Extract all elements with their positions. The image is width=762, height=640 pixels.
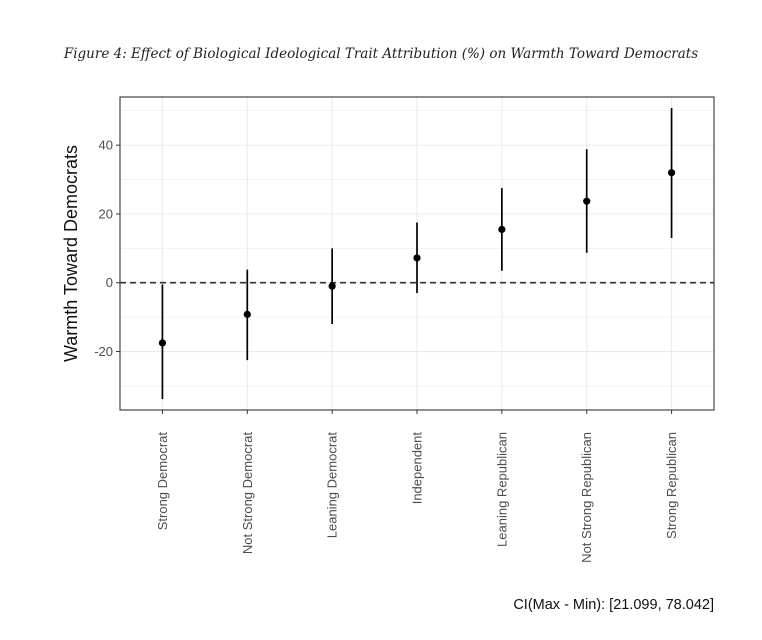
y-axis-label: Warmth Toward Democrats [61, 145, 81, 362]
point-estimate [158, 339, 167, 347]
x-tick-label: Leaning Democrat [325, 432, 340, 539]
x-tick-label: Leaning Republican [494, 432, 509, 547]
x-axis: Strong Democrat Not Strong Democrat Leanin… [155, 410, 679, 563]
y-tick-label: 0 [106, 275, 113, 290]
x-tick-label: Not Strong Republican [579, 432, 594, 563]
point-estimate [667, 169, 676, 177]
x-tick-label: Strong Republican [664, 432, 679, 539]
y-axis: -20 0 20 40 [94, 138, 120, 359]
data-marks [158, 108, 676, 399]
point-estimate [498, 225, 506, 234]
y-tick-label: 20 [99, 206, 113, 221]
ci-footnote: CI(Max - Min): [21.099, 78.042] [513, 597, 714, 613]
x-tick-label: Not Strong Democrat [240, 432, 255, 554]
point-estimate [328, 282, 336, 290]
figure-caption: Figure 4: Effect of Biological Ideologic… [63, 46, 699, 62]
point-estimate [583, 197, 591, 205]
y-tick-label: 40 [99, 138, 113, 153]
point-estimate [413, 254, 421, 262]
point-estimate [243, 310, 251, 318]
x-tick-label: Strong Democrat [155, 432, 170, 531]
y-tick-label: -20 [94, 344, 113, 359]
x-tick-label: Independent [410, 432, 425, 505]
